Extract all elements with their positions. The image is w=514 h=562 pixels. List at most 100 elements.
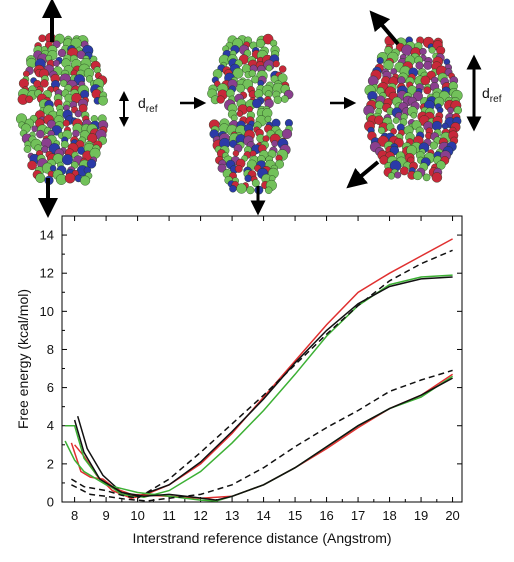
atom xyxy=(252,98,262,109)
dref-label-1: dref xyxy=(138,95,158,115)
atom xyxy=(217,163,227,173)
atom xyxy=(453,106,463,115)
atom xyxy=(397,76,406,85)
y-tick-label: 10 xyxy=(40,304,54,319)
molecule-intermediate xyxy=(207,33,294,195)
atom xyxy=(264,115,272,123)
series-line-8 xyxy=(71,369,453,502)
atom xyxy=(246,105,253,113)
atom xyxy=(64,172,76,184)
pull-arrow-diag-up-3 xyxy=(369,10,400,46)
x-axis-label: Interstrand reference distance (Angstrom… xyxy=(132,530,391,546)
free-energy-chart: 8 9 10 11 12 13 14 15 16 17 18 19 20 0 2 4 6 8 10 12 14 Int… xyxy=(15,215,463,546)
atom xyxy=(251,179,260,188)
series-line-3 xyxy=(76,276,453,498)
series-line-2 xyxy=(65,274,453,498)
atom xyxy=(229,185,237,193)
series-line-5 xyxy=(70,373,454,499)
atom xyxy=(281,128,293,140)
atom xyxy=(419,47,427,56)
plot-frame xyxy=(61,215,463,503)
series-line-6 xyxy=(64,375,454,502)
x-tick-label: 17 xyxy=(351,508,365,523)
atom xyxy=(413,170,423,181)
pull-arrow-diag-down-3 xyxy=(346,160,380,189)
atom xyxy=(256,38,266,48)
atom xyxy=(40,79,49,88)
atom xyxy=(271,140,279,147)
molecule-annotations: dref dref xyxy=(38,0,502,218)
atom xyxy=(262,135,270,143)
atom xyxy=(254,89,264,99)
x-tick-label: 9 xyxy=(102,508,109,523)
atom xyxy=(428,46,436,54)
atom xyxy=(420,75,431,86)
atom xyxy=(41,145,49,153)
x-tick-label: 12 xyxy=(193,508,207,523)
atom xyxy=(57,48,67,58)
atom xyxy=(232,67,244,79)
atom xyxy=(38,34,47,43)
atom xyxy=(378,126,386,134)
atom xyxy=(60,140,69,149)
atom xyxy=(74,110,82,118)
atom xyxy=(244,174,252,183)
atom xyxy=(265,64,273,72)
molecule-closed xyxy=(16,32,109,186)
dref-label-3: dref xyxy=(482,85,502,105)
x-tick-label: 8 xyxy=(71,508,78,523)
atom xyxy=(392,117,400,124)
y-tick-label: 2 xyxy=(47,456,54,471)
atom xyxy=(31,125,39,133)
y-axis-ticks: 0 2 4 6 8 10 12 14 xyxy=(40,228,462,510)
atom xyxy=(86,159,97,169)
molecule-open xyxy=(363,35,463,183)
atom xyxy=(27,160,37,171)
atom xyxy=(275,159,285,169)
x-axis-ticks: 8 9 10 11 12 13 14 15 16 17 18 19 20 xyxy=(71,216,460,523)
dna-molecule-illustrations xyxy=(16,32,463,195)
atom xyxy=(236,110,244,117)
atom xyxy=(415,61,424,70)
atom xyxy=(248,69,256,78)
atom xyxy=(387,172,396,180)
x-tick-label: 18 xyxy=(382,508,396,523)
x-tick-label: 11 xyxy=(162,508,176,523)
x-tick-label: 20 xyxy=(445,508,459,523)
x-tick-label: 14 xyxy=(256,508,270,523)
atom xyxy=(280,95,289,103)
atom xyxy=(429,141,438,150)
series-line-4 xyxy=(71,249,453,499)
atom xyxy=(265,186,273,195)
y-tick-label: 12 xyxy=(40,266,54,281)
y-axis-label: Free energy (kcal/mol) xyxy=(15,289,31,429)
atom xyxy=(423,86,432,95)
atom xyxy=(49,165,57,172)
atom xyxy=(236,83,246,93)
x-tick-label: 16 xyxy=(319,508,333,523)
atom xyxy=(232,150,240,157)
atom xyxy=(62,154,74,166)
atom xyxy=(431,172,443,183)
x-tick-label: 19 xyxy=(414,508,428,523)
atom xyxy=(36,129,45,139)
atom xyxy=(80,175,91,186)
atom xyxy=(246,186,255,195)
y-tick-label: 8 xyxy=(47,342,54,357)
atom xyxy=(216,95,225,104)
atom xyxy=(234,164,243,173)
atom xyxy=(441,122,449,130)
atom xyxy=(410,112,417,119)
chart-series xyxy=(64,238,454,502)
atom xyxy=(98,95,108,106)
atom xyxy=(72,129,80,138)
atom xyxy=(85,75,94,83)
atom xyxy=(23,145,32,153)
atom xyxy=(447,107,454,114)
atom xyxy=(35,173,46,183)
atom xyxy=(236,183,247,194)
series-line-7 xyxy=(73,377,453,501)
atom xyxy=(62,119,70,127)
atom xyxy=(367,75,379,87)
